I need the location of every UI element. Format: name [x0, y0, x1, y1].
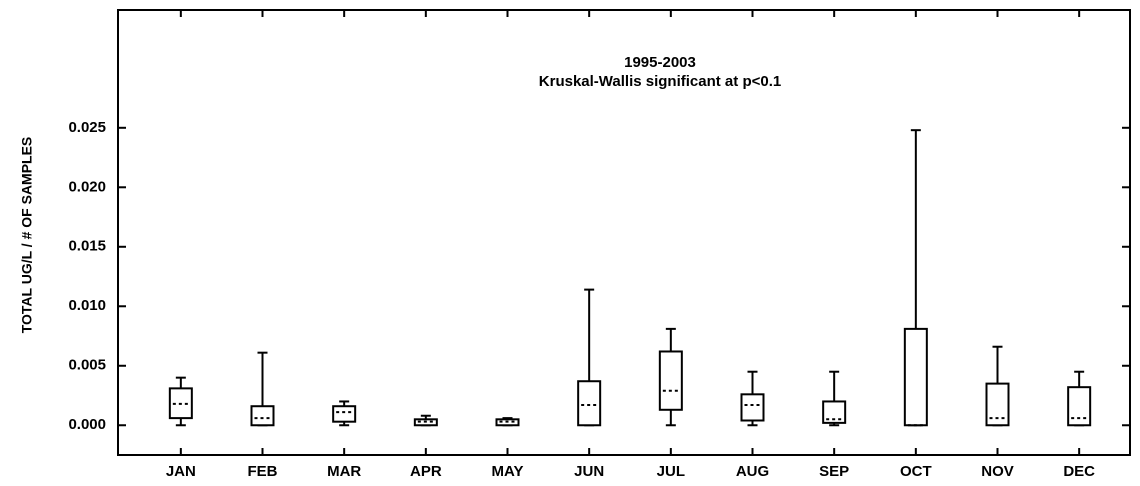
y-tick-label: 0.020 — [68, 178, 106, 195]
y-tick-label: 0.025 — [68, 119, 106, 136]
y-axis-label: TOTAL UG/L / # OF SAMPLES — [19, 137, 35, 334]
plot-frame — [117, 9, 1131, 456]
box — [658, 350, 683, 411]
box — [903, 327, 928, 427]
x-tick-label: MAY — [492, 463, 524, 480]
y-tick-label: 0.000 — [68, 416, 106, 433]
x-tick-label: MAR — [327, 463, 361, 480]
x-tick-label: NOV — [981, 463, 1014, 480]
x-tick-label: JAN — [166, 463, 196, 480]
x-tick-label: JUL — [657, 463, 685, 480]
x-tick-label: JUN — [574, 463, 604, 480]
x-tick-label: AUG — [736, 463, 769, 480]
box — [250, 405, 275, 427]
y-tick-label: 0.010 — [68, 297, 106, 314]
chart-title: 1995-2003 — [624, 54, 696, 71]
box — [332, 405, 357, 423]
x-tick-label: APR — [410, 463, 442, 480]
x-tick-label: OCT — [900, 463, 932, 480]
x-tick-label: SEP — [819, 463, 849, 480]
box — [1067, 386, 1092, 427]
box — [822, 400, 847, 424]
box — [577, 380, 602, 427]
x-tick-label: FEB — [248, 463, 278, 480]
box — [985, 382, 1010, 427]
y-tick-label: 0.005 — [68, 357, 106, 374]
x-tick-label: DEC — [1063, 463, 1095, 480]
chart-subtitle: Kruskal-Wallis significant at p<0.1 — [539, 73, 781, 90]
y-tick-label: 0.015 — [68, 238, 106, 255]
box — [740, 393, 765, 422]
